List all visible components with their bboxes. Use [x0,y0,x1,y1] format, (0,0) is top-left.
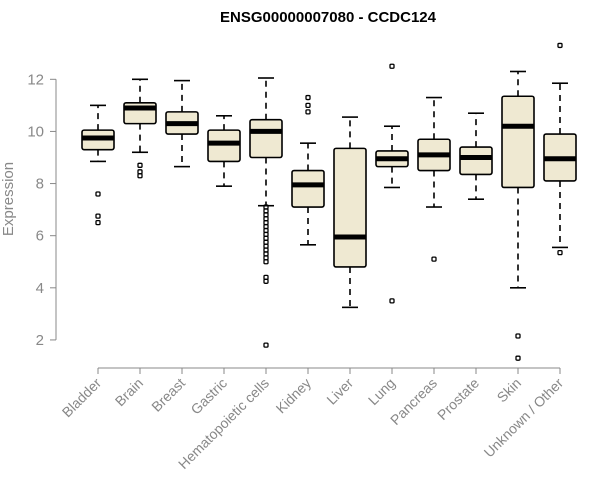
x-tick-label: Bladder [59,375,105,421]
y-tick-label: 8 [36,176,44,193]
box-skin [501,70,535,361]
y-tick-label: 12 [27,71,44,88]
iqr-box [249,118,283,159]
iqr-box [501,95,535,189]
box-brain [123,78,157,179]
y-tick-label: 10 [27,123,44,140]
chart-title: ENSG00000007080 - CCDC124 [220,9,437,26]
y-tick-label: 2 [36,332,44,349]
x-tick-label: Lung [365,375,398,408]
box-liver [333,116,367,309]
box-gastric [207,114,241,187]
outlier-point [95,213,101,219]
box-group [81,42,577,361]
x-tick-label: Unknown / Other [481,375,567,461]
outlier-point [305,94,311,101]
y-axis: 2 4 6 8 10 12 [27,71,57,349]
box-hematopoietic-cells [249,77,283,348]
x-tick-label: Brain [112,375,146,409]
box-unknown-other [543,42,577,256]
box-lung [375,63,409,304]
outlier-point [263,342,269,348]
box-pancreas [417,96,451,262]
outlier-point [389,63,395,69]
x-tick-label: Breast [148,375,188,415]
outlier-point [137,162,143,168]
iqr-box [207,129,241,163]
x-tick-label: Skin [494,375,525,406]
outlier-point [389,298,395,304]
outlier-point [95,220,101,226]
iqr-box [459,146,493,176]
outlier-point [305,102,311,109]
outlier-point [557,249,563,256]
iqr-box [291,169,325,208]
y-tick-label: 6 [36,228,44,245]
outlier-point [137,173,143,179]
outlier-point [515,355,521,361]
box-breast [165,79,199,168]
box-kidney [291,94,325,246]
x-tick-label: Kidney [273,375,315,417]
x-tick-label: Prostate [434,375,482,423]
x-tick-label: Liver [323,375,356,408]
outlier-point [95,191,101,197]
outlier-point [263,259,269,265]
y-tick-label: 4 [36,280,44,297]
outlier-point [515,333,521,339]
box-prostate [459,112,493,200]
outlier-point [263,278,269,284]
box-bladder [81,104,115,226]
x-tick-label: Pancreas [387,375,440,428]
outlier-point [431,256,437,262]
outlier-point [305,109,311,115]
y-axis-label: Expression [0,162,17,236]
iqr-box [333,147,367,268]
outlier-point [557,42,563,49]
